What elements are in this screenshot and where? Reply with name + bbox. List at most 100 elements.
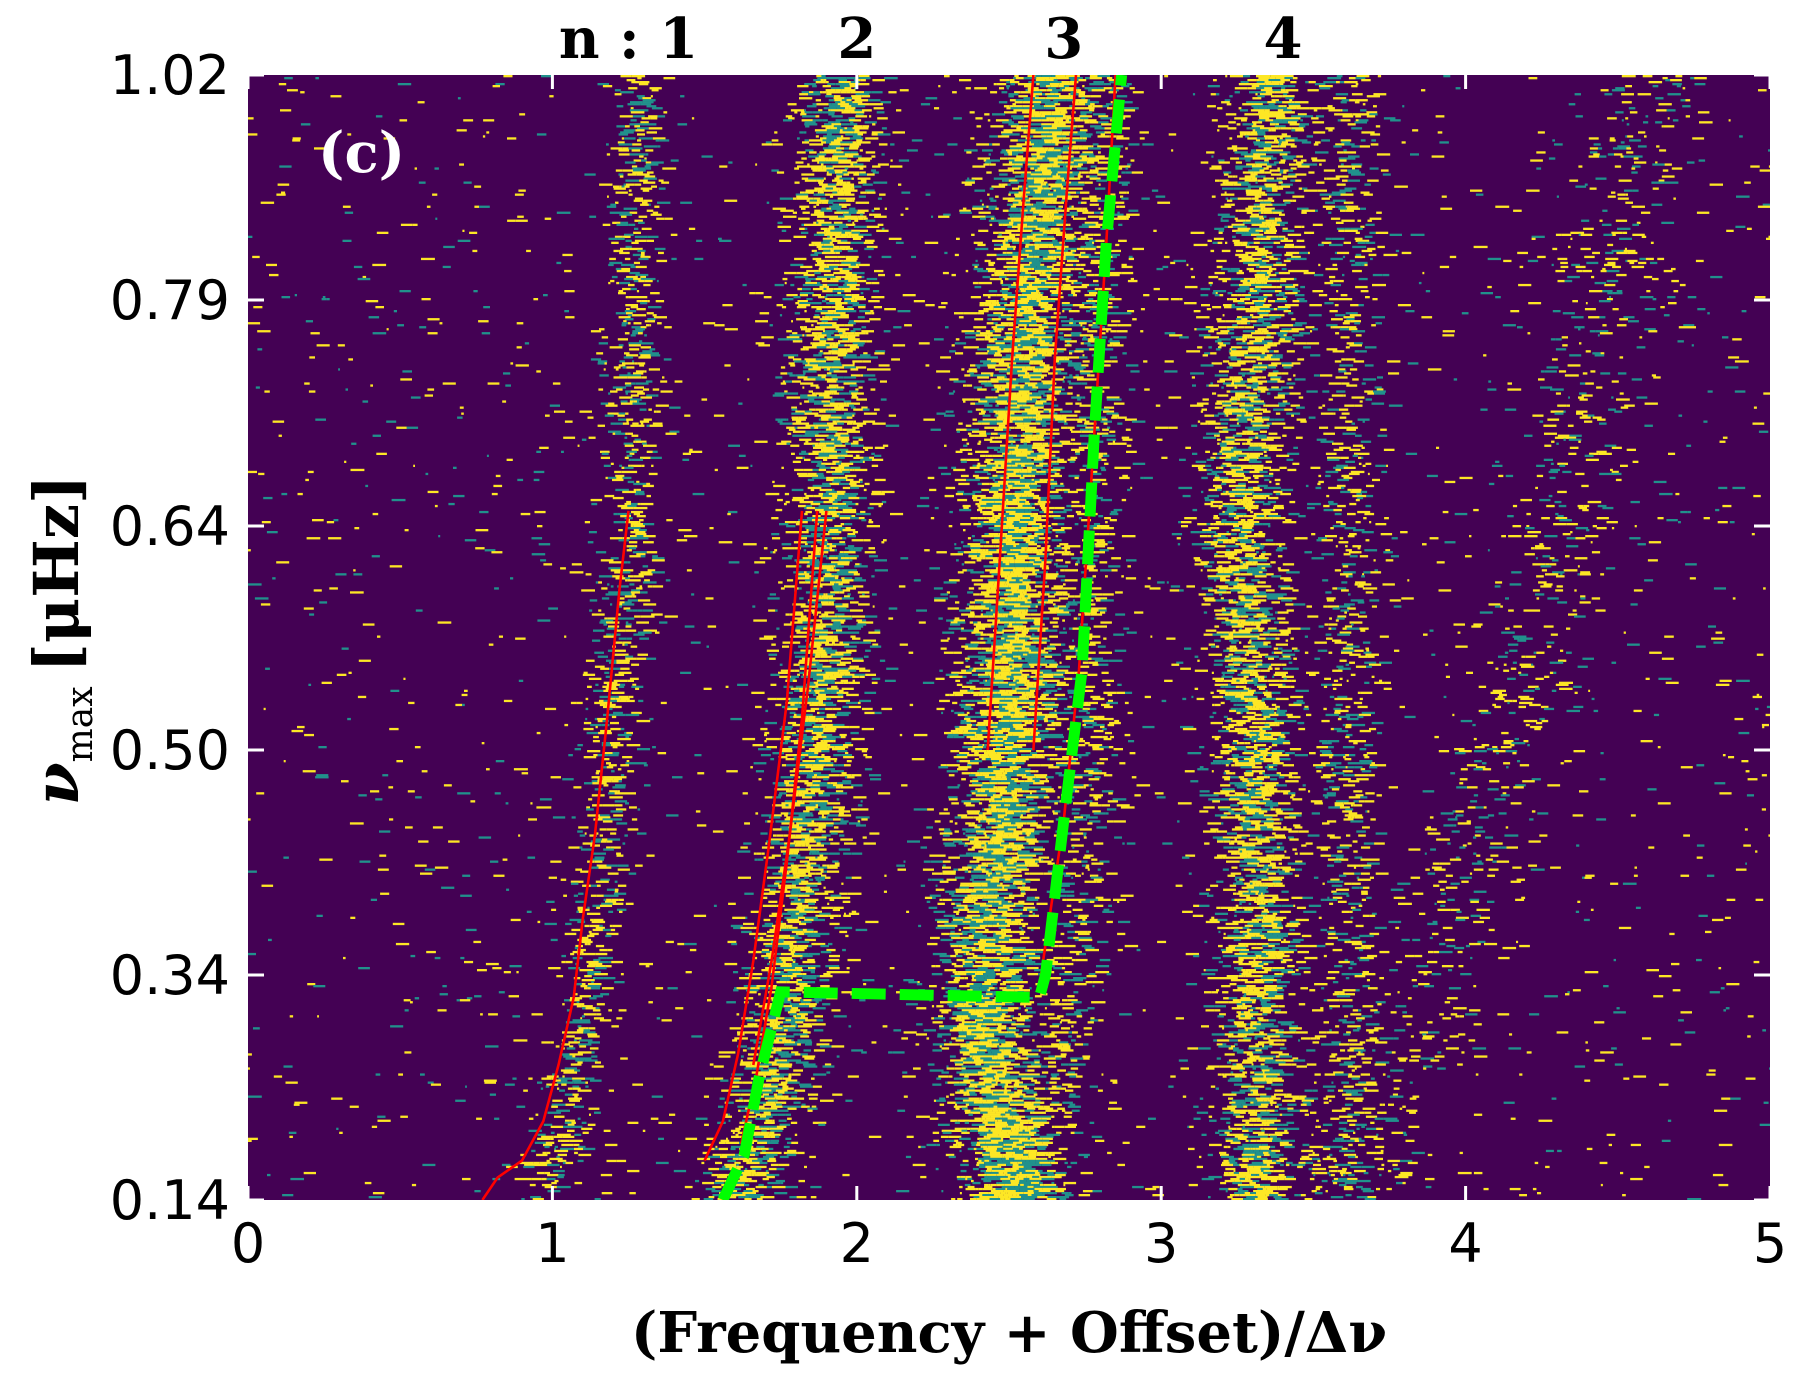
heatmap-cell [1068,382,1082,385]
heatmap-cell [1319,193,1331,196]
heatmap-cell [1025,245,1029,249]
heatmap-cell [836,398,845,401]
heatmap-cell [1032,386,1039,389]
heatmap-cell [1041,119,1050,122]
heatmap-cell [1016,279,1027,283]
heatmap-cell [1048,388,1051,391]
heatmap-cell [1262,75,1271,78]
heatmap-cell [863,320,870,323]
heatmap-cell [1065,263,1074,267]
heatmap-cell [650,95,653,98]
heatmap-cell [837,239,841,243]
heatmap-cell [738,402,743,405]
heatmap-cell [1624,404,1635,407]
heatmap-cell [844,300,851,303]
heatmap-cell [1388,372,1400,375]
heatmap-cell [818,364,830,367]
heatmap-cell [997,235,1006,239]
heatmap-cell [1046,398,1057,401]
heatmap-cell [1043,195,1057,198]
heatmap-cell [1266,326,1280,329]
heatmap-cell [829,247,833,251]
heatmap-cell [309,356,315,359]
heatmap-cell [617,211,630,214]
heatmap-cell [1272,370,1279,373]
heatmap-cell [1263,283,1272,287]
heatmap-cell [797,137,800,140]
heatmap-cell [1073,165,1082,168]
heatmap-cell [1268,79,1281,82]
heatmap-cell [1282,119,1288,122]
heatmap-cell [1599,316,1606,319]
heatmap-cell [1676,85,1681,88]
heatmap-cell [1268,277,1281,281]
heatmap-cell [991,358,1001,361]
heatmap-cell [1380,169,1389,172]
heatmap-cell [825,185,837,188]
heatmap-cell [414,167,417,170]
heatmap-cell [1000,157,1008,160]
heatmap-cell [628,342,640,345]
heatmap-cell [1243,229,1249,233]
heatmap-cell [1089,197,1101,200]
heatmap-cell [1247,336,1250,339]
heatmap-cell [1349,259,1355,263]
heatmap-cell [616,281,620,285]
heatmap-cell [864,247,874,251]
heatmap-cell [1010,181,1020,184]
heatmap-cell [843,189,858,192]
heatmap-cell [1305,81,1309,84]
heatmap-cell [1034,342,1038,345]
heatmap-cell [1345,358,1356,361]
heatmap-cell [1022,368,1033,371]
heatmap-cell [1632,223,1639,227]
heatmap-cell [1272,115,1286,118]
heatmap-cell [953,380,966,383]
heatmap-cell [947,143,958,146]
heatmap-cell [829,235,833,239]
heatmap-cell [1252,121,1263,124]
heatmap-cell [1253,153,1266,156]
heatmap-cell [1276,221,1288,225]
heatmap-cell [1616,398,1630,401]
heatmap-cell [1231,378,1243,381]
heatmap-cell [828,326,840,329]
heatmap-cell [622,147,629,150]
heatmap-cell [1008,179,1018,182]
heatmap-cell [1345,205,1348,208]
heatmap-cell [815,99,821,102]
heatmap-cell [638,279,645,283]
heatmap-cell [1247,185,1260,188]
heatmap-cell [1051,259,1056,263]
heatmap-cell [609,211,618,214]
heatmap-cell [826,207,832,210]
heatmap-cell [871,169,876,172]
heatmap-cell [833,245,840,249]
heatmap-cell [386,328,389,331]
heatmap-cell [543,294,548,297]
heatmap-cell [1222,279,1227,283]
heatmap-cell [639,342,654,345]
heatmap-cell [871,209,875,212]
heatmap-cell [1307,89,1319,92]
heatmap-cell [802,386,805,389]
heatmap-cell [925,364,930,367]
heatmap-cell [1078,147,1088,150]
heatmap-cell [827,83,836,86]
heatmap-cell [1664,181,1679,184]
heatmap-cell [966,370,978,373]
heatmap-cell [646,324,650,327]
heatmap-cell [1027,89,1040,92]
heatmap-cell [812,294,821,297]
heatmap-cell [1092,241,1095,245]
heatmap-cell [986,358,992,361]
heatmap-cell [1082,145,1092,148]
heatmap-cell [1361,79,1371,82]
heatmap-cell [807,394,817,397]
heatmap-cell [564,290,575,293]
heatmap-cell [1309,304,1322,307]
heatmap-cell [995,404,999,407]
heatmap-cell [1651,203,1663,206]
heatmap-cell [1028,384,1036,387]
heatmap-cell [1051,221,1063,225]
